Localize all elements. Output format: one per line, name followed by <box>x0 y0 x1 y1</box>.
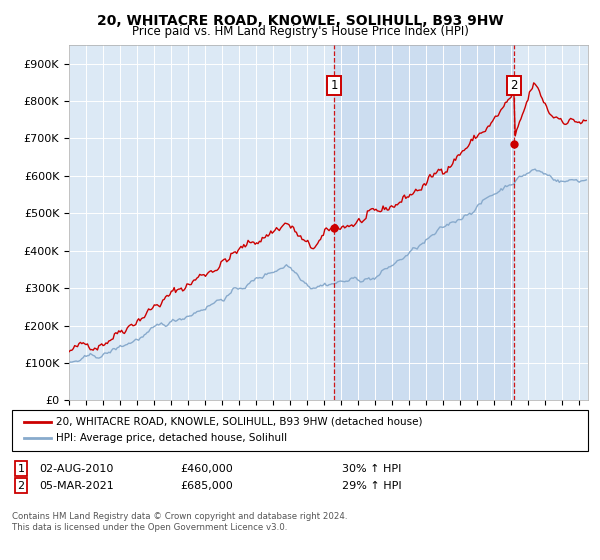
Text: 20, WHITACRE ROAD, KNOWLE, SOLIHULL, B93 9HW: 20, WHITACRE ROAD, KNOWLE, SOLIHULL, B93… <box>97 14 503 28</box>
Text: 05-MAR-2021: 05-MAR-2021 <box>39 480 114 491</box>
Text: Price paid vs. HM Land Registry's House Price Index (HPI): Price paid vs. HM Land Registry's House … <box>131 25 469 38</box>
Text: 2: 2 <box>511 79 518 92</box>
Text: 20, WHITACRE ROAD, KNOWLE, SOLIHULL, B93 9HW (detached house): 20, WHITACRE ROAD, KNOWLE, SOLIHULL, B93… <box>56 417 422 427</box>
Bar <box>334 45 514 400</box>
Text: 30% ↑ HPI: 30% ↑ HPI <box>342 464 401 474</box>
Text: 2: 2 <box>17 480 25 491</box>
Text: 1: 1 <box>17 464 25 474</box>
Text: Contains HM Land Registry data © Crown copyright and database right 2024.
This d: Contains HM Land Registry data © Crown c… <box>12 512 347 532</box>
Text: £460,000: £460,000 <box>180 464 233 474</box>
Text: 02-AUG-2010: 02-AUG-2010 <box>39 464 113 474</box>
Text: HPI: Average price, detached house, Solihull: HPI: Average price, detached house, Soli… <box>56 433 287 443</box>
Text: £685,000: £685,000 <box>180 480 233 491</box>
Text: 1: 1 <box>331 79 338 92</box>
Text: 29% ↑ HPI: 29% ↑ HPI <box>342 480 401 491</box>
